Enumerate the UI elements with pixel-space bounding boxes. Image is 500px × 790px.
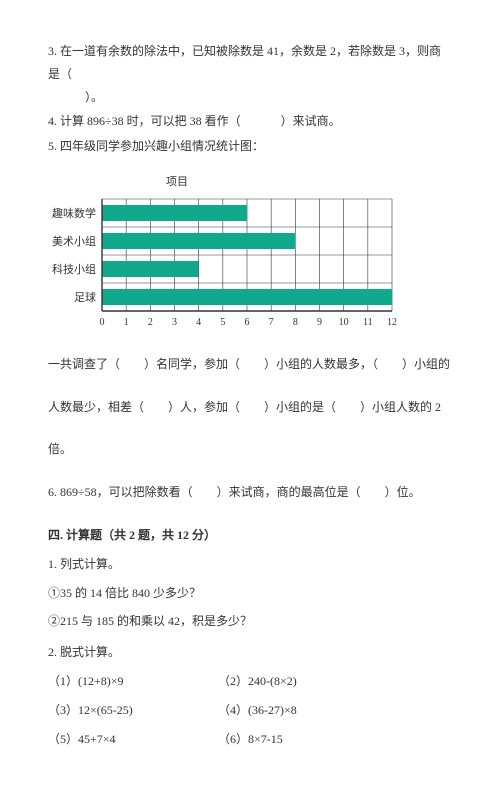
calc-row-2: （5）45+7×4 （6）8×7-15 <box>48 728 452 751</box>
question-6: 6. 869÷58，可以把除数看（ ）来试商，商的最高位是（ ）位。 <box>48 481 452 504</box>
s4-q2-head: 2. 脱式计算。 <box>48 641 452 664</box>
calc-row-1: （3）12×(65-25) （4）(36-27)×8 <box>48 699 452 722</box>
bar-chart: 项目 0123456789101112趣味数学美术小组科技小组足球 <box>48 172 452 333</box>
chart-title: 项目 <box>166 172 452 193</box>
s4-q1-a: ①35 的 14 倍比 840 少多少？ <box>48 582 452 605</box>
svg-text:3: 3 <box>172 317 177 328</box>
q4-suffix: ）来试商。 <box>281 114 341 128</box>
question-4: 4. 计算 896÷38 时，可以把 38 看作（ ）来试商。 <box>48 110 452 133</box>
calc-2-l: （5）45+7×4 <box>48 728 218 751</box>
calc-0-r: （2）240-(8×2) <box>218 670 297 693</box>
s4-q1-head: 1. 列式计算。 <box>48 553 452 576</box>
q5-line2: 人数最少，相差（ ）人，参加（ ）小组的是（ ）小组人数的 2 <box>48 396 452 419</box>
svg-text:7: 7 <box>269 317 274 328</box>
svg-text:1: 1 <box>124 317 129 328</box>
svg-text:0: 0 <box>100 317 105 328</box>
svg-text:美术小组: 美术小组 <box>52 234 96 248</box>
q4-prefix: 4. 计算 896÷38 时，可以把 38 看作（ <box>48 114 241 128</box>
svg-text:5: 5 <box>220 317 225 328</box>
svg-text:12: 12 <box>387 317 397 328</box>
svg-text:6: 6 <box>245 317 250 328</box>
svg-text:11: 11 <box>363 317 373 328</box>
q3-prefix: 3. 在一道有余数的除法中，已知被除数是 41，余数是 2，若除数是 3，则商是… <box>48 44 441 81</box>
svg-text:4: 4 <box>196 317 201 328</box>
question-5-head: 5. 四年级同学参加兴趣小组情况统计图： <box>48 135 452 158</box>
s4-q1-b: ②215 与 185 的和乘以 42，积是多少？ <box>48 610 452 633</box>
svg-text:2: 2 <box>148 317 153 328</box>
chart-svg: 0123456789101112趣味数学美术小组科技小组足球 <box>48 195 400 333</box>
svg-text:10: 10 <box>339 317 349 328</box>
calc-0-l: （1）(12+8)×9 <box>48 670 218 693</box>
calc-1-r: （4）(36-27)×8 <box>218 699 297 722</box>
svg-text:科技小组: 科技小组 <box>52 262 96 276</box>
q3-suffix: ）。 <box>85 90 103 104</box>
svg-text:8: 8 <box>293 317 298 328</box>
svg-text:趣味数学: 趣味数学 <box>52 206 96 220</box>
section-4-head: 四. 计算题（共 2 题，共 12 分） <box>48 524 452 547</box>
calc-row-0: （1）(12+8)×9 （2）240-(8×2) <box>48 670 452 693</box>
svg-text:足球: 足球 <box>74 290 96 304</box>
svg-text:9: 9 <box>317 317 322 328</box>
q5-line3: 倍。 <box>48 438 452 461</box>
q5-line1: 一共调查了（ ）名同学，参加（ ）小组的人数最多，（ ）小组的 <box>48 353 452 376</box>
calc-1-l: （3）12×(65-25) <box>48 699 218 722</box>
question-3: 3. 在一道有余数的除法中，已知被除数是 41，余数是 2，若除数是 3，则商是… <box>48 40 452 108</box>
calc-2-r: （6）8×7-15 <box>218 728 283 751</box>
